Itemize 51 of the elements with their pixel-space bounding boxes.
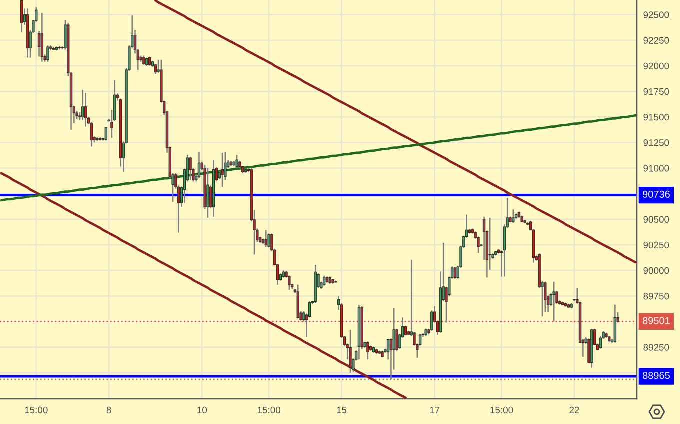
x-tick-label: 15:00 — [258, 406, 280, 414]
line-series — [0, 172, 407, 399]
y-tick-label: 89250 — [644, 344, 670, 351]
candlestick — [189, 156, 192, 181]
y-tick-label: 90250 — [644, 242, 670, 249]
candlestick — [221, 152, 224, 188]
candlestick — [236, 154, 238, 169]
candlestick — [349, 329, 352, 374]
y-tick-label: 90500 — [644, 216, 670, 223]
y-tick-label: 92000 — [644, 62, 670, 70]
y-tick-label: 92250 — [644, 37, 670, 44]
candlestick — [268, 233, 270, 248]
candlestick — [264, 230, 268, 248]
y-tick-label: 91000 — [644, 165, 670, 172]
candlestick — [20, 0, 24, 33]
ref-line-label: 90736 — [643, 190, 670, 198]
x-tick-label: 8 — [106, 406, 112, 414]
candlestick — [206, 168, 210, 219]
y-tick-label: 89750 — [644, 293, 670, 300]
line-series — [154, 0, 637, 264]
x-tick-label: 15:00 — [25, 406, 48, 414]
candlestick — [552, 281, 556, 322]
candlestick — [104, 126, 108, 142]
candlestick — [142, 55, 146, 66]
x-tick-label: 15:00 — [490, 406, 514, 414]
candlestick — [40, 12, 44, 63]
candlestick — [288, 275, 291, 291]
candlestick — [599, 335, 602, 350]
candlestick — [430, 310, 434, 332]
candlestick — [198, 151, 201, 180]
candlestick — [544, 281, 547, 313]
candlestick — [512, 209, 515, 224]
x-tick-label: 10 — [198, 406, 208, 414]
candlestick — [322, 275, 326, 287]
candlestick — [46, 44, 50, 63]
x-tick-label: 22 — [570, 406, 580, 414]
x-tick-label: 15 — [337, 406, 347, 414]
candlestick — [366, 341, 370, 360]
line-series — [0, 114, 637, 202]
y-tick-label: 91250 — [644, 140, 670, 146]
y-tick-label: 91500 — [644, 114, 670, 121]
candlestick — [454, 266, 457, 280]
y-tick-label: 91750 — [644, 88, 670, 96]
x-tick-label: 17 — [430, 406, 440, 414]
y-tick-label: 90000 — [644, 267, 670, 274]
candlestick — [84, 92, 88, 128]
candlestick — [148, 56, 152, 67]
candlestick — [154, 63, 157, 75]
ref-line-label: 89501 — [642, 317, 670, 324]
y-tick-label: 92500 — [644, 12, 670, 18]
ref-line-label: 88965 — [642, 372, 670, 380]
